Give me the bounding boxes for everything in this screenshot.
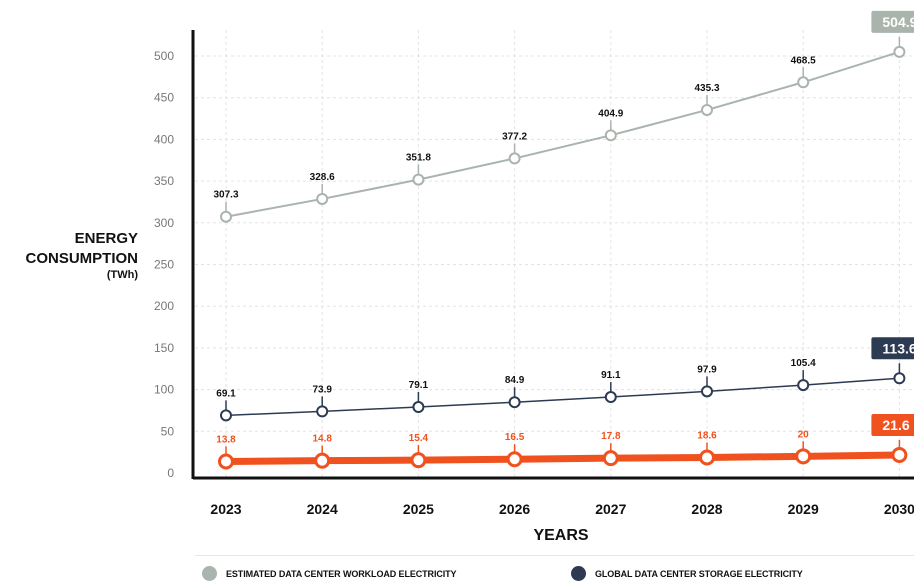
data-label: 20 <box>798 429 810 440</box>
data-point <box>314 452 331 469</box>
x-tick-label: 2025 <box>403 501 434 517</box>
data-label: 435.3 <box>694 83 719 94</box>
y-tick-label: 400 <box>154 132 174 146</box>
legend-label-workload: ESTIMATED DATA CENTER WORKLOAD ELECTRICI… <box>226 568 457 579</box>
axes <box>191 30 914 480</box>
data-point <box>797 379 810 392</box>
data-label-highlight: 504.9 <box>882 14 914 30</box>
series-layer: 307.3 328.6 351.8 377.2 404.9 435.3 468.5 504.9… <box>213 10 914 470</box>
data-label: 105.4 <box>791 358 816 369</box>
data-label-highlight: 21.6 <box>882 417 909 433</box>
data-label: 14.8 <box>312 434 332 445</box>
legend-item-storage: GLOBAL DATA CENTER STORAGE ELECTRICITY <box>571 566 803 581</box>
data-point <box>218 453 234 470</box>
data-label: 73.9 <box>312 384 332 395</box>
x-tick-label: 2027 <box>595 501 626 517</box>
data-label: 13.8 <box>216 434 236 445</box>
y-tick-label: 300 <box>154 216 174 230</box>
series-line <box>225 377 901 417</box>
data-label: 79.1 <box>409 380 429 391</box>
data-point <box>795 448 812 465</box>
data-point <box>412 173 425 186</box>
data-point <box>604 129 617 142</box>
y-tick-label: 200 <box>154 299 174 313</box>
data-point <box>316 192 329 205</box>
data-label: 404.9 <box>598 108 623 119</box>
y-tick-label: 450 <box>154 91 174 105</box>
series-line <box>225 50 901 218</box>
y-tick-label: 250 <box>154 258 174 272</box>
data-point <box>604 391 617 404</box>
data-label-highlight: 113.6 <box>882 340 914 356</box>
legend-label-storage: GLOBAL DATA CENTER STORAGE ELECTRICITY <box>595 568 803 579</box>
x-tick-label: 2024 <box>307 501 338 517</box>
data-label: 91.1 <box>601 370 621 381</box>
series-line <box>222 451 903 465</box>
data-point <box>797 76 810 89</box>
grid <box>195 30 914 478</box>
data-label-box <box>871 413 914 436</box>
data-point <box>701 385 713 398</box>
y-tick-labels: 0 50 100 150 200 250 300 350 400 450 500 <box>154 49 174 480</box>
data-point <box>891 446 908 463</box>
data-label: 18.6 <box>697 430 717 441</box>
x-tick-label: 2029 <box>788 501 819 517</box>
data-point <box>699 449 715 466</box>
data-label: 377.2 <box>502 131 527 142</box>
y-axis-label-line-3: (TWh) <box>106 269 138 281</box>
legend-item-workload: ESTIMATED DATA CENTER WORKLOAD ELECTRICI… <box>202 566 457 581</box>
data-label: 351.8 <box>406 153 431 164</box>
x-tick-label: 2026 <box>499 501 530 517</box>
legend-divider <box>195 555 914 556</box>
y-tick-label: 50 <box>161 424 175 438</box>
legend-swatch-workload <box>202 566 217 581</box>
data-label: 97.9 <box>697 364 717 375</box>
x-axis-label: YEARS <box>533 527 588 544</box>
data-label: 69.1 <box>216 388 236 399</box>
data-label: 468.5 <box>791 55 816 66</box>
y-tick-label: 0 <box>167 466 174 480</box>
data-point <box>316 405 329 418</box>
data-point <box>220 210 232 223</box>
data-point <box>506 451 523 468</box>
x-tick-labels: 2023 2024 2025 2026 2027 2028 2029 2030 <box>210 501 914 517</box>
data-point <box>508 396 521 409</box>
series-2: 13.8 14.8 15.4 16.5 17.8 18.6 20 21.6 <box>216 413 914 470</box>
data-point <box>893 45 906 58</box>
data-label: 307.3 <box>213 190 238 201</box>
y-axis-label-line-1: ENERGY <box>74 230 138 247</box>
y-tick-label: 500 <box>154 49 174 63</box>
series-0: 307.3 328.6 351.8 377.2 404.9 435.3 468.5 504.9 <box>213 10 914 223</box>
data-point <box>220 409 232 422</box>
x-tick-label: 2030 <box>884 501 914 517</box>
y-tick-label: 150 <box>154 341 174 355</box>
data-label: 84.9 <box>505 375 525 386</box>
data-point <box>412 401 425 414</box>
y-axis-label-line-2: CONSUMPTION <box>25 250 139 267</box>
data-label: 16.5 <box>505 432 525 443</box>
data-label-box <box>871 10 914 33</box>
data-label: 328.6 <box>310 172 335 183</box>
legend-swatch-storage <box>571 566 586 581</box>
data-label: 17.8 <box>601 431 621 442</box>
x-tick-label: 2028 <box>691 501 722 517</box>
data-point <box>701 103 713 116</box>
series-1: 69.1 73.9 79.1 84.9 91.1 97.9 105.4 113.6 <box>216 337 914 422</box>
data-point <box>602 450 619 467</box>
data-point <box>508 152 521 165</box>
y-tick-label: 350 <box>154 174 174 188</box>
data-point <box>893 372 906 385</box>
y-tick-label: 100 <box>154 383 174 397</box>
data-label-box <box>871 337 914 360</box>
x-tick-label: 2023 <box>210 501 241 517</box>
data-point <box>410 452 427 469</box>
data-label: 15.4 <box>409 433 429 444</box>
